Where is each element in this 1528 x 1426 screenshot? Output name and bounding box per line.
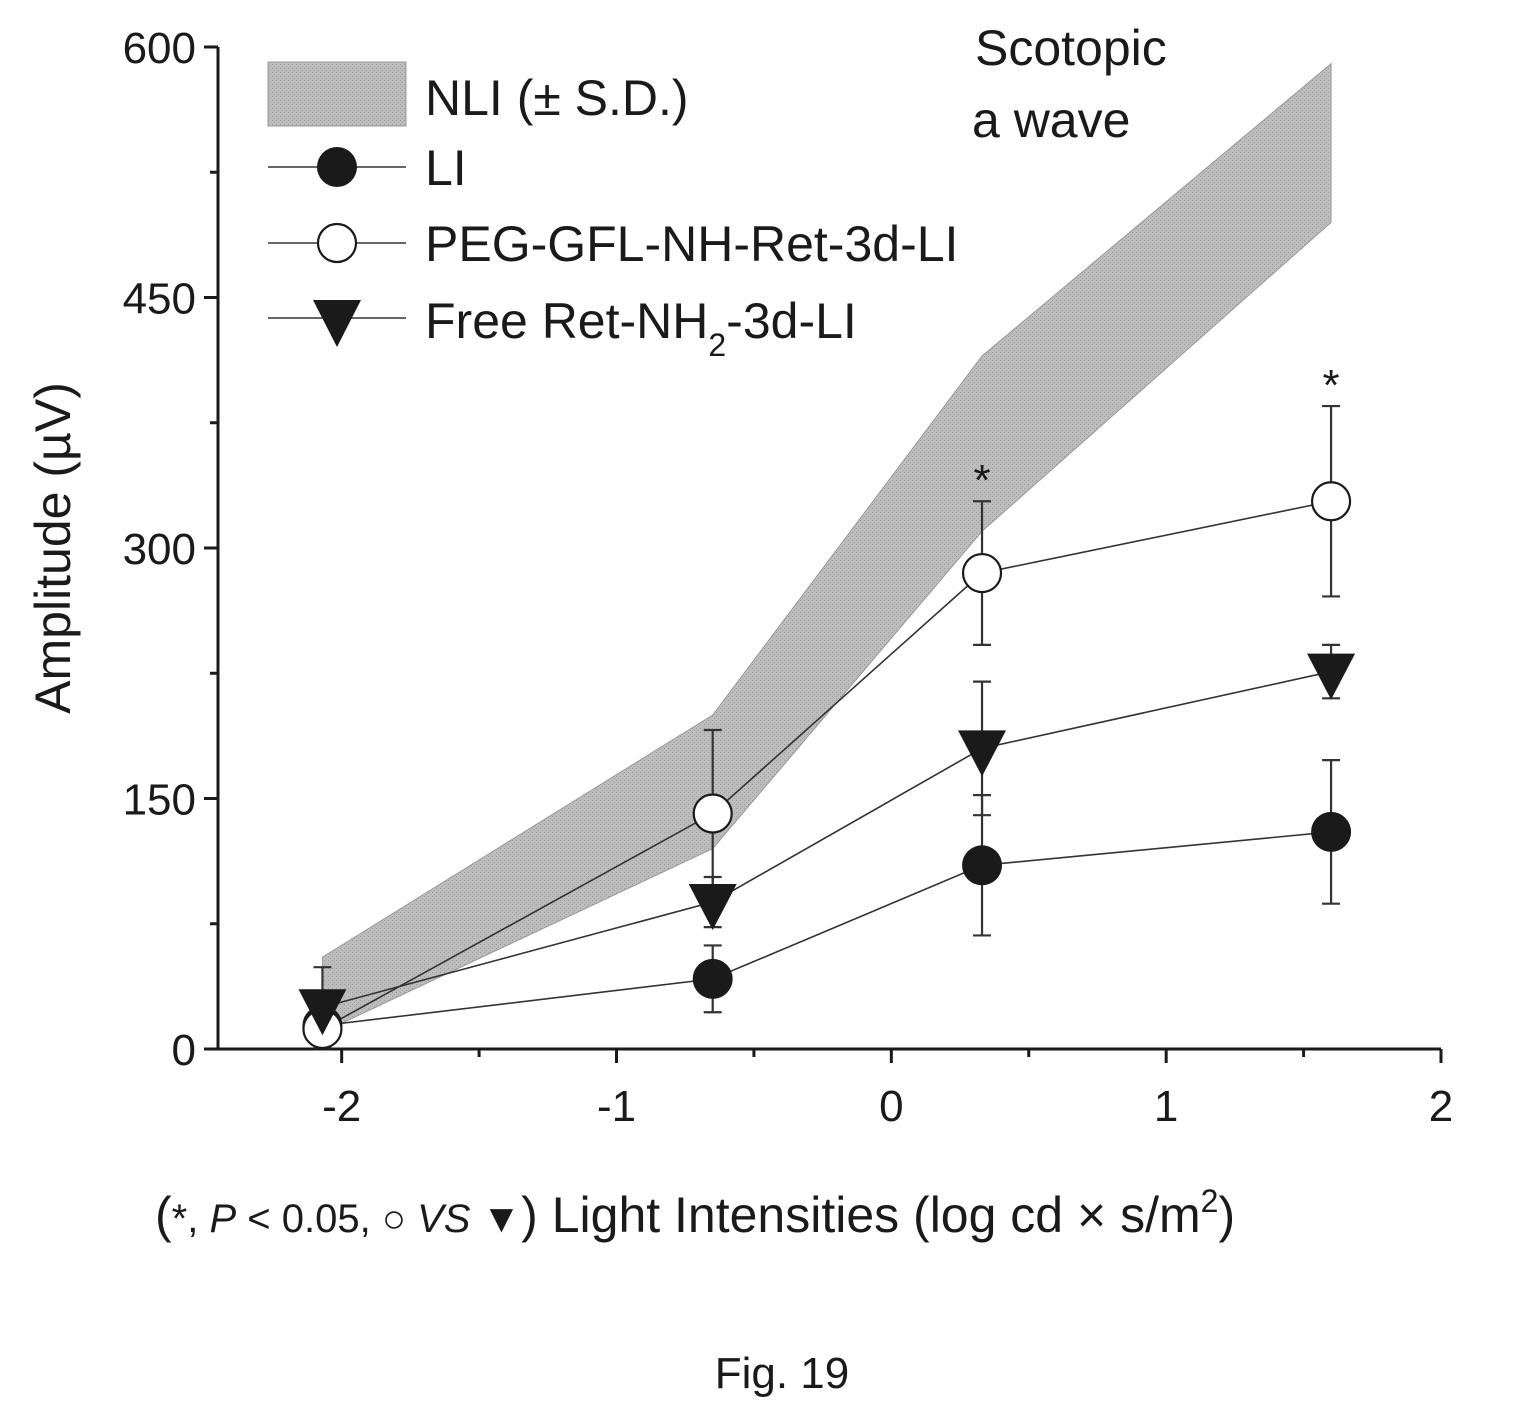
- marker-li: [1311, 811, 1352, 852]
- legend-label-peg: PEG-GFL-NH-Ret-3d-LI: [425, 216, 958, 272]
- y-axis-label-unit: µV: [25, 398, 81, 461]
- legend-marker-li: [317, 147, 357, 187]
- x-label-vs: VS: [406, 1197, 482, 1241]
- figure-caption: Fig. 19: [715, 1349, 850, 1398]
- series-markers: [298, 481, 1356, 1050]
- y-tick-label: 600: [123, 24, 196, 73]
- x-axis-label: (*, P < 0.05, ○ VS ▼) Light Intensities …: [155, 1183, 1235, 1243]
- x-ticks: -2 -1 0 1 2: [322, 1049, 1453, 1131]
- marker-peg: [692, 793, 733, 834]
- significance-asterisk: *: [973, 456, 990, 505]
- y-ticks: 0 150 300 450 600: [123, 24, 218, 1075]
- y-axis-label-main: Amplitude (: [25, 461, 81, 714]
- x-label-p: P: [209, 1197, 236, 1241]
- x-tick-label: -2: [322, 1082, 361, 1131]
- x-label-end: ): [1218, 1187, 1235, 1243]
- legend-label-band: NLI (± S.D.): [425, 70, 689, 126]
- nli-sd-band: [321, 62, 1332, 1034]
- annotation-scotopic: Scotopic: [975, 20, 1167, 76]
- y-tick-label: 300: [123, 525, 196, 574]
- y-axis-label: Amplitude (µV): [25, 382, 81, 714]
- x-label-main: ) Light Intensities (log cd × s/m: [521, 1187, 1200, 1243]
- x-tick-label: -1: [597, 1082, 636, 1131]
- marker-free: [298, 989, 347, 1036]
- legend-label-free-end: -3d-LI: [726, 293, 857, 349]
- x-tick-label: 1: [1154, 1082, 1178, 1131]
- legend-marker-free: [313, 300, 361, 347]
- y-axis-label-close: ): [25, 382, 81, 399]
- x-label-open-circle: ○: [382, 1197, 406, 1241]
- x-tick-label: 2: [1429, 1082, 1453, 1131]
- legend: NLI (± S.D.) LI PEG-GFL-NH-Ret-3d-LI Fre…: [267, 61, 958, 363]
- x-label-star: *,: [172, 1197, 210, 1241]
- series-line-0: [322, 831, 1332, 1027]
- annotation-a-wave: a wave: [972, 92, 1130, 148]
- legend-label-li: LI: [425, 140, 467, 196]
- x-label-sup: 2: [1201, 1183, 1219, 1219]
- y-tick-label: 0: [172, 1026, 196, 1075]
- marker-free: [688, 884, 737, 931]
- marker-li: [962, 845, 1003, 886]
- legend-label-free-main: Free Ret-NH: [425, 293, 708, 349]
- series-lines: [322, 500, 1332, 1030]
- marker-peg: [1310, 481, 1352, 522]
- x-label-open: (: [155, 1187, 172, 1243]
- series-line-2: [322, 670, 1332, 1009]
- legend-label-free: Free Ret-NH2-3d-LI: [425, 293, 857, 363]
- significance-marks: **: [973, 361, 1339, 505]
- legend-swatch-band: [267, 61, 407, 127]
- legend-marker-peg: [316, 222, 358, 264]
- marker-peg: [961, 552, 1003, 594]
- legend-label-free-sub: 2: [708, 327, 726, 363]
- marker-free: [958, 730, 1007, 777]
- x-label-triangle: ▼: [482, 1197, 522, 1241]
- y-tick-label: 450: [123, 275, 196, 324]
- marker-li: [692, 958, 733, 999]
- series-line-1: [322, 500, 1332, 1030]
- x-tick-label: 0: [879, 1082, 903, 1131]
- significance-asterisk: *: [1323, 361, 1340, 410]
- x-label-p-rest: < 0.05,: [236, 1197, 382, 1241]
- y-tick-label: 150: [123, 776, 196, 825]
- marker-free: [1307, 653, 1356, 700]
